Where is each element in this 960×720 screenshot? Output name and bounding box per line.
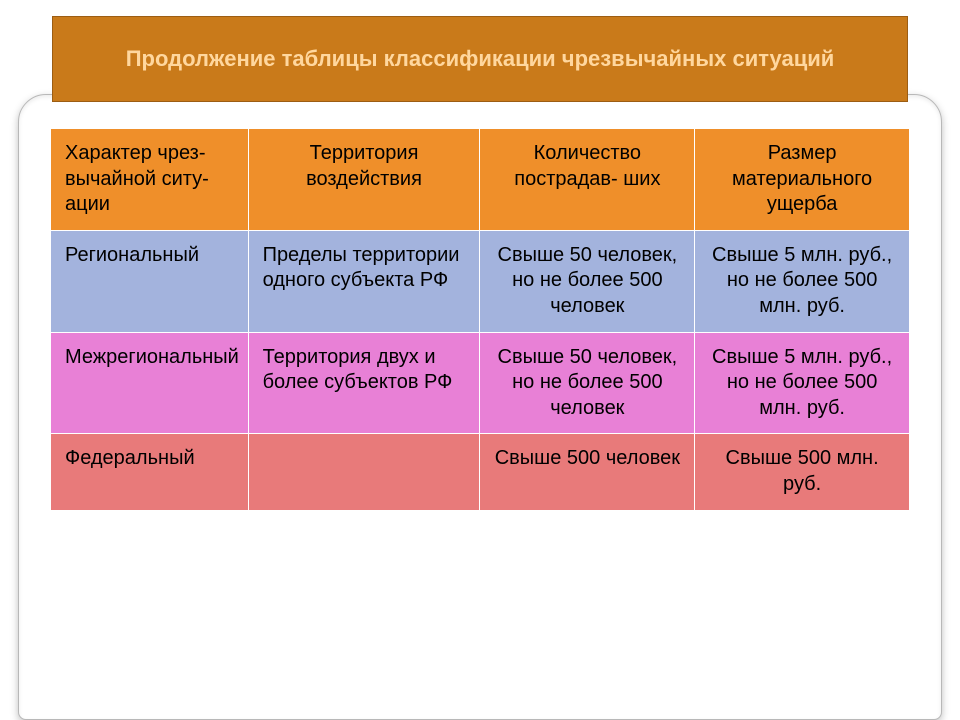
cell-territory (248, 434, 480, 510)
table-row: Федеральный Свыше 500 человек Свыше 500 … (51, 434, 910, 510)
table-row: Региональный Пределы территории одного с… (51, 230, 910, 332)
table-header-row: Характер чрез- вычайной ситу- ации Терри… (51, 129, 910, 231)
col-header-character: Характер чрез- вычайной ситу- ации (51, 129, 249, 231)
classification-table: Характер чрез- вычайной ситу- ации Терри… (50, 128, 910, 511)
cell-damage: Свыше 5 млн. руб., но не более 500 млн. … (695, 332, 910, 434)
title-bar: Продолжение таблицы классификации чрезвы… (52, 16, 908, 102)
cell-character: Межрегиональный (51, 332, 249, 434)
cell-victims: Свыше 500 человек (480, 434, 695, 510)
col-header-damage: Размер материального ущерба (695, 129, 910, 231)
cell-territory: Территория двух и более субъектов РФ (248, 332, 480, 434)
cell-victims: Свыше 50 человек, но не более 500 челове… (480, 230, 695, 332)
cell-damage: Свыше 5 млн. руб., но не более 500 млн. … (695, 230, 910, 332)
cell-damage: Свыше 500 млн. руб. (695, 434, 910, 510)
cell-character: Федеральный (51, 434, 249, 510)
cell-victims: Свыше 50 человек, но не более 500 челове… (480, 332, 695, 434)
col-header-victims: Количество пострадав- ших (480, 129, 695, 231)
table-row: Межрегиональный Территория двух и более … (51, 332, 910, 434)
slide-frame: Продолжение таблицы классификации чрезвы… (0, 0, 960, 720)
cell-character: Региональный (51, 230, 249, 332)
col-header-territory: Территория воздействия (248, 129, 480, 231)
cell-territory: Пределы территории одного субъекта РФ (248, 230, 480, 332)
page-title: Продолжение таблицы классификации чрезвы… (126, 44, 835, 74)
